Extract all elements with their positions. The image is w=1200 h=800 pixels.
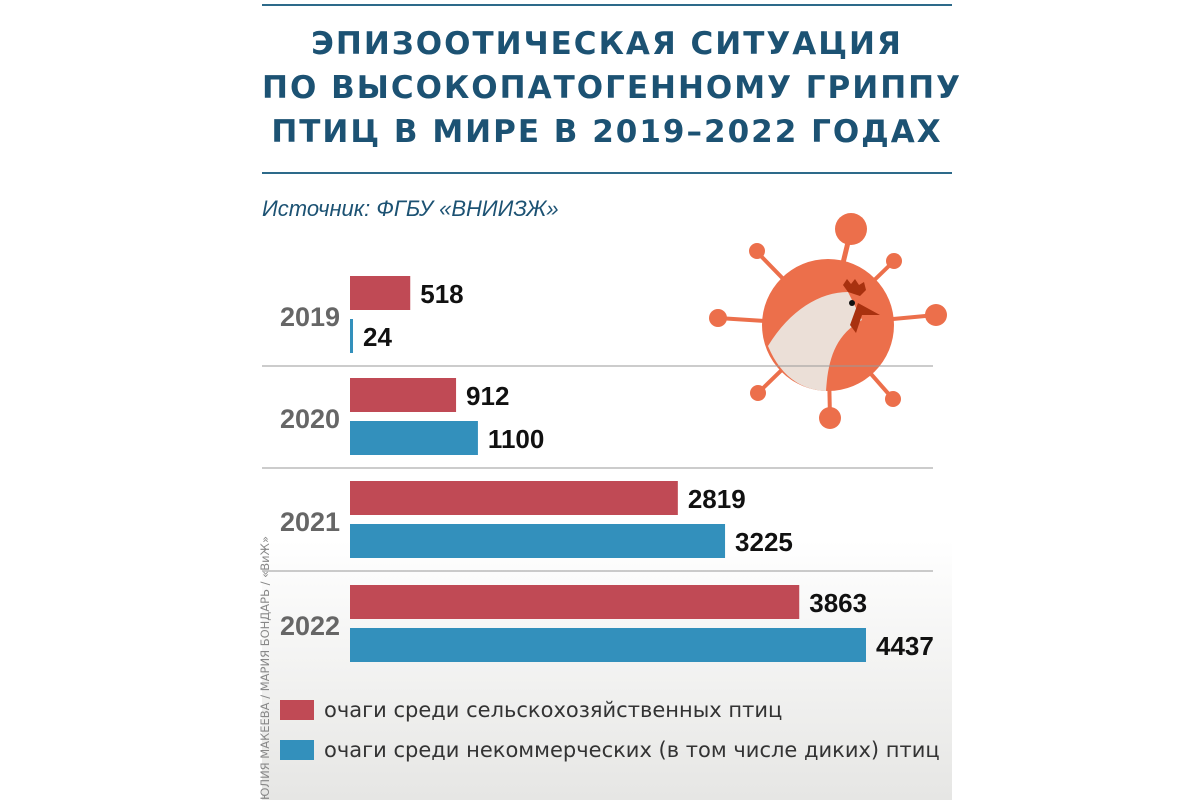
chart-title: ЭПИЗООТИЧЕСКАЯ СИТУАЦИЯ ПО ВЫСОКОПАТОГЕН… — [262, 22, 962, 154]
title-line: ПО ВЫСОКОПАТОГЕННОМУ ГРИППУ — [262, 70, 962, 106]
data-label: 912 — [466, 381, 509, 411]
category-label: 2019 — [280, 302, 340, 332]
legend-item-wild: очаги среди некоммерческих (в том числе … — [280, 738, 940, 762]
data-label: 3863 — [809, 588, 867, 618]
bar — [350, 628, 866, 662]
category-label: 2022 — [280, 611, 340, 641]
data-label: 3225 — [735, 527, 793, 557]
data-label: 518 — [420, 279, 463, 309]
top-rule — [262, 4, 952, 6]
source-note: Источник: ФГБУ «ВНИИЗЖ» — [262, 196, 559, 221]
legend-label: очаги среди сельскохозяйственных птиц — [324, 698, 783, 722]
legend-item-farm: очаги среди сельскохозяйственных птиц — [280, 698, 782, 722]
data-label: 4437 — [876, 631, 934, 661]
data-label: 24 — [363, 322, 392, 352]
title-line: ПТИЦ В МИРЕ В 2019–2022 ГОДАХ — [271, 114, 943, 150]
bar — [350, 319, 353, 353]
category-label: 2021 — [280, 507, 340, 537]
title-rule — [262, 172, 952, 174]
legend-swatch — [280, 740, 314, 760]
bar — [350, 481, 678, 515]
virus-chicken-icon — [709, 213, 947, 429]
data-label: 2819 — [688, 484, 746, 514]
bar — [350, 421, 478, 455]
legend-swatch — [280, 700, 314, 720]
bar — [350, 585, 800, 619]
legend-label: очаги среди некоммерческих (в том числе … — [324, 738, 940, 762]
bar — [350, 276, 411, 310]
title-line: ЭПИЗООТИЧЕСКАЯ СИТУАЦИЯ — [311, 26, 903, 62]
category-label: 2020 — [280, 404, 340, 434]
data-label: 1100 — [488, 424, 544, 454]
bar — [350, 378, 457, 412]
bar — [350, 524, 726, 558]
